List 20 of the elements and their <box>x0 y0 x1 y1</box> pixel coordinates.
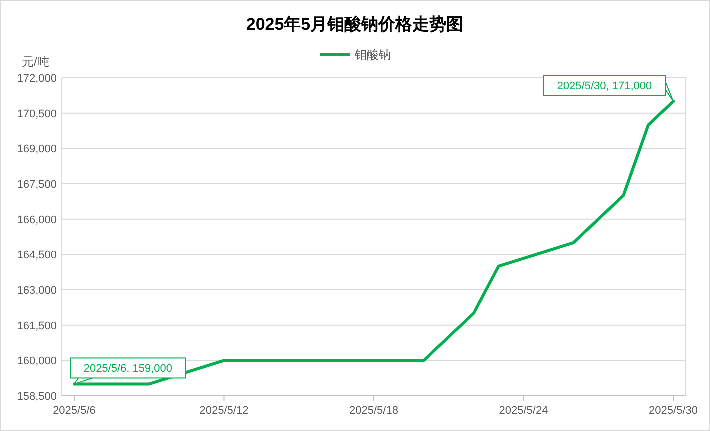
x-tick-label: 2025/5/6 <box>53 405 96 417</box>
x-tick-label: 2025/5/24 <box>499 405 548 417</box>
x-tick-label: 2025/5/18 <box>350 405 398 417</box>
y-tick-label: 169,000 <box>17 144 57 156</box>
y-tick-label: 158,500 <box>17 391 57 403</box>
y-tick-label: 161,500 <box>17 320 57 332</box>
annotation: 2025/5/30, 171,000 <box>557 80 652 93</box>
y-tick-label: 170,500 <box>17 108 57 120</box>
legend-label: 钼酸钠 <box>354 48 391 62</box>
y-tick-label: 160,000 <box>17 356 57 368</box>
y-tick-label: 164,500 <box>17 250 57 262</box>
y-axis-title: 元/吨 <box>22 55 50 69</box>
y-tick-label: 167,500 <box>17 179 57 191</box>
y-tick-label: 172,000 <box>17 73 57 85</box>
chart-title: 2025年5月钼酸钠价格走势图 <box>246 15 464 34</box>
x-tick-label: 2025/5/30 <box>649 405 698 417</box>
annotation: 2025/5/6, 159,000 <box>84 363 173 376</box>
y-tick-label: 166,000 <box>17 214 57 226</box>
x-tick-label: 2025/5/12 <box>200 405 249 417</box>
y-tick-label: 163,000 <box>17 285 57 297</box>
